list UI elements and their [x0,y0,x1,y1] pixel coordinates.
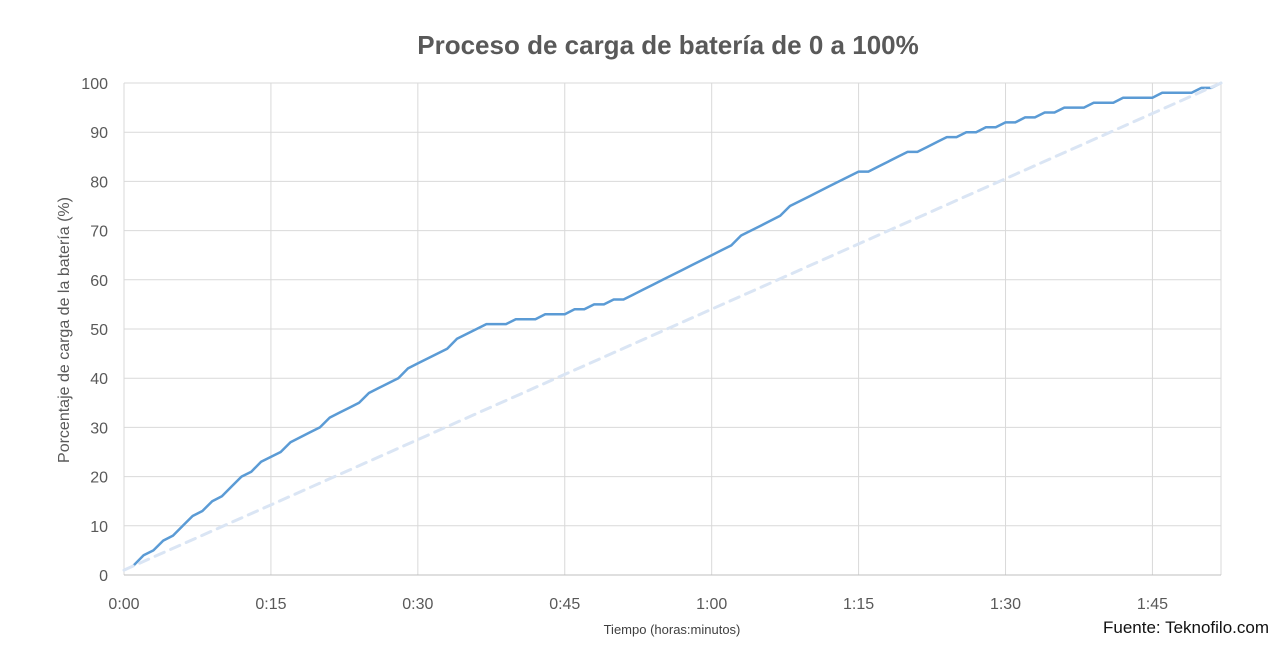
y-tick-label: 10 [90,519,108,536]
y-tick-label: 50 [90,322,108,339]
x-axis-ticks: 0:00 0:15 0:30 0:45 1:00 1:15 1:30 1:45 [108,596,1168,613]
y-tick-label: 90 [90,125,108,142]
x-tick-label: 0:15 [255,596,286,613]
series-group [122,81,1223,572]
charge-curve-line [132,81,1223,567]
y-tick-label: 30 [90,420,108,437]
y-tick-label: 100 [81,76,108,93]
x-tick-label: 0:30 [402,596,433,613]
x-tick-label: 1:00 [696,596,727,613]
x-tick-label: 1:15 [843,596,874,613]
x-tick-label: 0:45 [549,596,580,613]
source-credit: Fuente: Teknofilo.com [1103,618,1269,637]
y-tick-label: 40 [90,371,108,388]
y-tick-label: 20 [90,470,108,487]
y-tick-label: 60 [90,273,108,290]
y-tick-label: 0 [99,568,108,585]
chart-title: Proceso de carga de batería de 0 a 100% [417,30,918,60]
y-tick-label: 70 [90,224,108,241]
gridlines [123,82,1222,576]
x-axis-label: Tiempo (horas:minutos) [604,622,741,637]
x-tick-label: 1:45 [1137,596,1168,613]
x-tick-label: 0:00 [108,596,139,613]
y-axis-label: Porcentaje de carga de la batería (%) [56,197,73,463]
y-tick-label: 80 [90,174,108,191]
y-axis-ticks: 0 10 20 30 40 50 60 70 80 90 100 [81,76,108,585]
linear-reference-line [122,81,1223,572]
x-tick-label: 1:30 [990,596,1021,613]
